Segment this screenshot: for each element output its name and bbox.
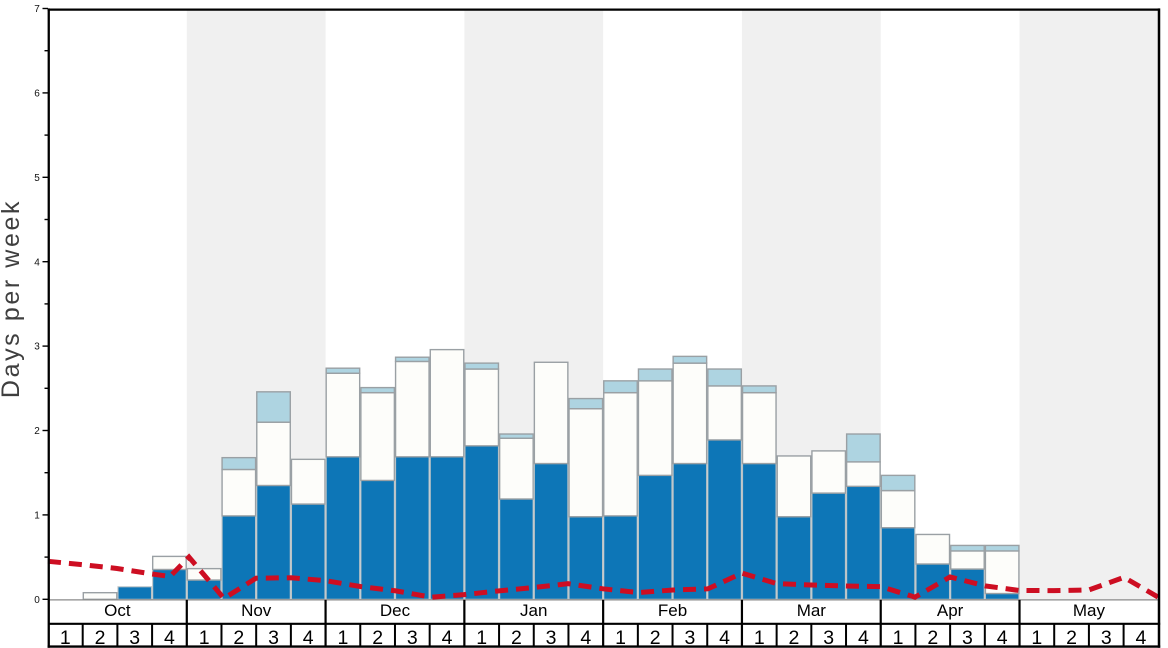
svg-text:2: 2: [372, 627, 383, 648]
svg-text:Apr: Apr: [937, 601, 964, 620]
svg-text:1: 1: [476, 627, 487, 648]
svg-text:3: 3: [546, 627, 557, 648]
svg-text:6: 6: [34, 89, 40, 100]
svg-text:2: 2: [789, 627, 800, 648]
svg-text:4: 4: [719, 627, 730, 648]
svg-text:4: 4: [858, 627, 869, 648]
svg-text:1: 1: [893, 627, 904, 648]
svg-text:4: 4: [442, 627, 453, 648]
svg-text:4: 4: [1136, 627, 1147, 648]
svg-text:3: 3: [823, 627, 834, 648]
svg-text:2: 2: [650, 627, 661, 648]
svg-text:2: 2: [1066, 627, 1077, 648]
svg-text:Days per week: Days per week: [0, 199, 25, 398]
svg-text:Mar: Mar: [797, 601, 827, 620]
svg-text:3: 3: [34, 342, 40, 353]
svg-text:2: 2: [233, 627, 244, 648]
svg-text:3: 3: [1101, 627, 1112, 648]
svg-text:0: 0: [34, 595, 40, 606]
svg-text:2: 2: [95, 627, 106, 648]
svg-text:4: 4: [34, 257, 40, 268]
svg-text:4: 4: [164, 627, 175, 648]
svg-text:1: 1: [337, 627, 348, 648]
svg-text:1: 1: [60, 627, 71, 648]
svg-text:Oct: Oct: [104, 601, 131, 620]
svg-text:Jan: Jan: [520, 601, 547, 620]
svg-text:Dec: Dec: [380, 601, 411, 620]
svg-text:4: 4: [303, 627, 314, 648]
svg-text:Nov: Nov: [241, 601, 272, 620]
svg-text:3: 3: [268, 627, 279, 648]
svg-text:Feb: Feb: [658, 601, 687, 620]
svg-text:1: 1: [615, 627, 626, 648]
svg-text:3: 3: [407, 627, 418, 648]
svg-text:3: 3: [962, 627, 973, 648]
svg-text:3: 3: [684, 627, 695, 648]
svg-text:1: 1: [34, 511, 40, 522]
svg-text:4: 4: [997, 627, 1008, 648]
svg-text:1: 1: [1031, 627, 1042, 648]
svg-text:1: 1: [754, 627, 765, 648]
svg-text:2: 2: [511, 627, 522, 648]
svg-text:May: May: [1073, 601, 1106, 620]
svg-text:1: 1: [199, 627, 210, 648]
svg-text:7: 7: [34, 4, 40, 15]
svg-text:3: 3: [129, 627, 140, 648]
svg-text:4: 4: [580, 627, 591, 648]
svg-text:2: 2: [34, 426, 40, 437]
svg-text:2: 2: [927, 627, 938, 648]
svg-text:5: 5: [34, 173, 40, 184]
